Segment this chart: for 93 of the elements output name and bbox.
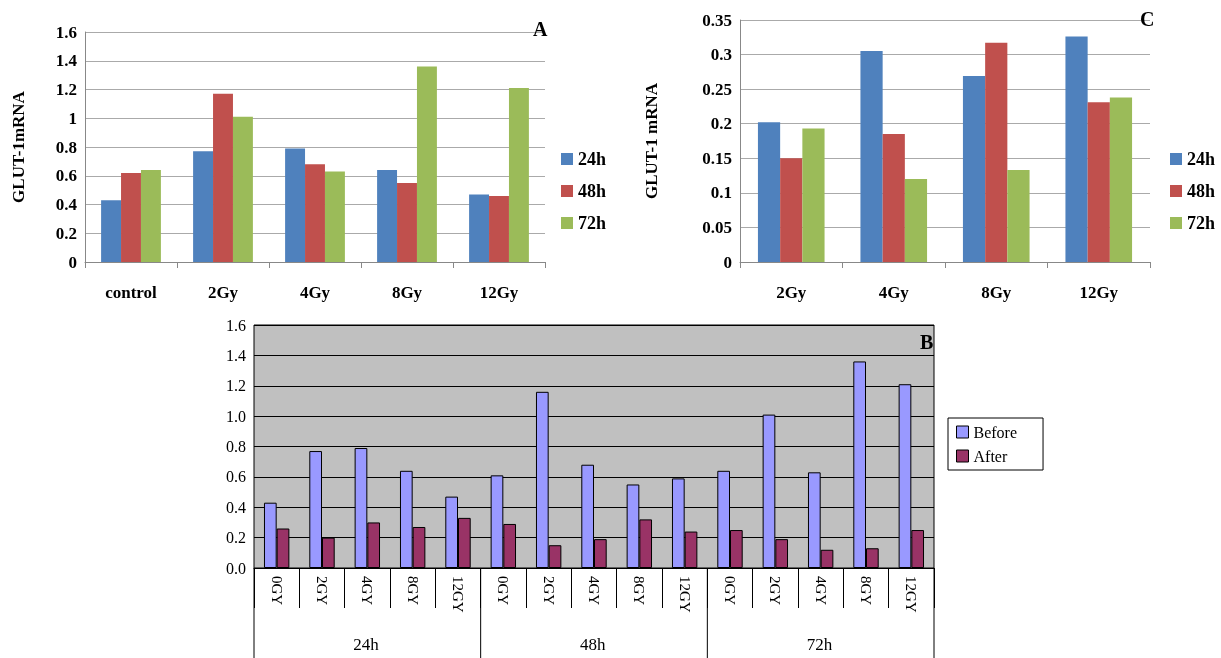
y-tick-label: 0.4 (55, 195, 78, 214)
x-tick-label: control (105, 283, 158, 302)
chart-title: A (533, 18, 548, 40)
y-tick-label: 0.05 (702, 217, 732, 237)
x-tick-label: 4GY (812, 576, 829, 606)
bar (140, 170, 161, 262)
x-tick-label: 2Gy (776, 283, 807, 302)
y-tick-label: 1.2 (226, 377, 246, 395)
y-tick-label: 1.4 (226, 346, 246, 364)
legend-label: 48h (1187, 181, 1216, 201)
x-tick-label: 2GY (314, 576, 330, 606)
x-tick-label: 2GY (767, 576, 784, 606)
x-tick-label: 4GY (586, 576, 602, 606)
x-tick-label: 12Gy (479, 283, 519, 302)
y-tick-label: 0.0 (226, 559, 246, 577)
bar (121, 172, 141, 262)
x-tick-label: 0GY (495, 576, 512, 606)
bar (489, 195, 509, 262)
x-tick-label: 8Gy (391, 283, 423, 302)
y-tick-label: 0.8 (226, 438, 246, 455)
y-tick-label: 1.4 (55, 51, 78, 71)
y-tick-label: 0.3 (710, 45, 732, 65)
y-tick-label: 1.2 (55, 80, 77, 99)
bar (1065, 36, 1088, 262)
bar (985, 42, 1008, 262)
x-tick-label: 2GY (540, 576, 557, 606)
x-tick-label: 2Gy (207, 283, 239, 302)
chart-title: C (1140, 8, 1155, 30)
bar (1087, 102, 1110, 262)
y-tick-label: 0.2 (226, 529, 246, 547)
legend-label: 24h (578, 149, 607, 169)
y-tick-label: 1.6 (55, 22, 77, 42)
y-tick-label: 1.0 (226, 407, 246, 425)
y-tick-label: 0.2 (710, 114, 732, 134)
bar (802, 128, 825, 262)
y-tick-label: 0.6 (55, 166, 77, 186)
chart-title: B (920, 331, 934, 353)
bar (416, 66, 437, 262)
bar (397, 182, 417, 262)
y-tick-label: 0.35 (702, 10, 732, 30)
legend-label: 24h (1187, 149, 1216, 169)
x-tick-label: 12Gy (1079, 283, 1119, 302)
y-tick-label: 0.25 (702, 79, 732, 99)
x-tick-label: 8GY (858, 576, 874, 606)
y-tick-label: 1 (68, 108, 77, 128)
legend-label: After (973, 447, 1008, 465)
x-tick-label: 12GY (676, 576, 693, 613)
bar (508, 88, 529, 262)
bar (1007, 170, 1030, 262)
bar (193, 151, 214, 262)
x-tick-label: 8Gy (981, 283, 1012, 302)
bar (305, 164, 325, 262)
x-tick-label: 4GY (359, 576, 376, 606)
y-tick-label: 0.8 (55, 137, 77, 157)
bar (285, 148, 306, 262)
y-tick-label: 0.1 (710, 183, 732, 203)
y-tick-label: 1.6 (226, 316, 246, 334)
text: 24h (353, 635, 380, 654)
x-tick-label: 12GY (450, 576, 466, 613)
y-axis-title: GLUT-1mRNA (9, 90, 28, 203)
bar (469, 194, 490, 262)
legend-label: 72h (1187, 213, 1216, 233)
x-tick-label: 12GY (903, 576, 920, 613)
y-tick-label: 0.15 (702, 148, 732, 168)
x-tick-label: 0GY (722, 576, 738, 606)
x-tick-label: 8GY (631, 576, 648, 606)
bar (324, 171, 345, 262)
y-tick-label: 0 (68, 252, 77, 272)
text: 72h (806, 635, 833, 654)
legend-label: 48h (578, 181, 607, 201)
bar (904, 179, 928, 262)
bar (101, 200, 122, 262)
x-tick-label: 0GY (268, 576, 285, 606)
bar (213, 93, 233, 262)
x-tick-label: 4Gy (878, 283, 910, 302)
x-tick-label: 8GY (404, 576, 421, 606)
y-tick-label: 0 (723, 252, 732, 272)
bar (1109, 97, 1133, 262)
bar (232, 116, 253, 262)
y-tick-label: 0.4 (226, 498, 246, 516)
y-tick-label: 0.2 (55, 223, 77, 243)
y-tick-label: 0.6 (226, 468, 246, 486)
bar (882, 134, 905, 262)
bar (377, 170, 398, 262)
bar (962, 76, 986, 262)
legend-label: Before (973, 423, 1018, 441)
text: 48h (580, 635, 606, 654)
bar (780, 158, 803, 262)
y-axis-title: GLUT-1 mRNA (642, 82, 661, 200)
legend-label: 72h (578, 213, 607, 233)
bar (757, 122, 781, 262)
x-tick-label: 4Gy (299, 283, 331, 302)
bar (860, 51, 883, 262)
